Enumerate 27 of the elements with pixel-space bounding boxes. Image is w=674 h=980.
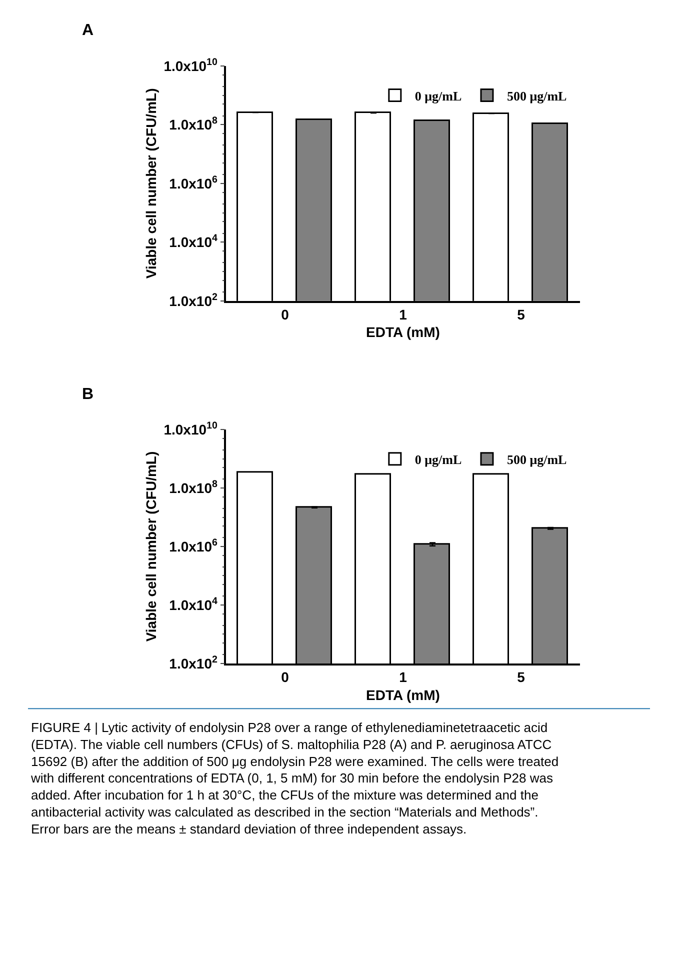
y-tick-label: 1.0x10$^{2}$	[169, 292, 218, 309]
caption: FIGURE 4 | Lytic activity of endolysin P28 over a range of ethylenediaminetetraacetic acid (EDTA). The viable cell numbers (CFUs) of S. maltophilia P28 (A) and P. aeruginosa ATCC 15692 (B) after the addition of 500 μg endolysin P28 were examined. The cells were treated with different concentrations of EDTA (0, 1, 5 mM) for 30 min before the endolysin P28 was added. After incubation for 1 h at 30°C, the CFUs of the mixture was determined and the antibacterial activity was calculated as described in the section “Materials and Methods”. Error bars are the means ± standard deviation of three independent assays.	[30, 720, 559, 836]
y-tick-label: 1.0x10$^{10}$	[164, 420, 218, 438]
text: A	[82, 22, 94, 39]
legend-label: 500 μg/mL	[506, 452, 568, 467]
x-tick-label: 0	[281, 306, 290, 322]
x-tick-label: 1	[399, 668, 408, 685]
y-axis-title: Viable cell number (CFU/mL)	[142, 88, 159, 279]
x-tick-label: 1	[399, 306, 408, 322]
y-tick-label: 1.0x10$^{6}$	[169, 174, 218, 192]
legend-label: 500 μg/mL	[506, 88, 568, 104]
text: B	[82, 386, 94, 403]
y-tick-label: 1.0x10$^{8}$	[169, 479, 218, 496]
x-tick-label: 5	[517, 306, 526, 322]
y-tick-label: 1.0x10$^{10}$	[164, 57, 218, 74]
y-tick-label: 1.0x10$^{4}$	[169, 233, 218, 250]
y-tick-label: 1.0x10$^{6}$	[169, 538, 218, 554]
x-axis-title: EDTA (mM)	[366, 324, 440, 340]
legend-label: 0 μg/mL	[414, 452, 462, 467]
y-tick-label: 1.0x10$^{4}$	[169, 596, 218, 613]
y-tick-label: 1.0x10$^{8}$	[169, 116, 218, 133]
x-tick-label: 0	[281, 668, 290, 685]
y-tick-label: 1.0x10$^{2}$	[169, 654, 218, 672]
legend-label: 0 μg/mL	[414, 88, 462, 104]
x-axis-title: EDTA (mM)	[366, 686, 440, 703]
x-tick-label: 5	[517, 668, 526, 685]
y-axis-title: Viable cell number (CFU/mL)	[142, 451, 159, 642]
